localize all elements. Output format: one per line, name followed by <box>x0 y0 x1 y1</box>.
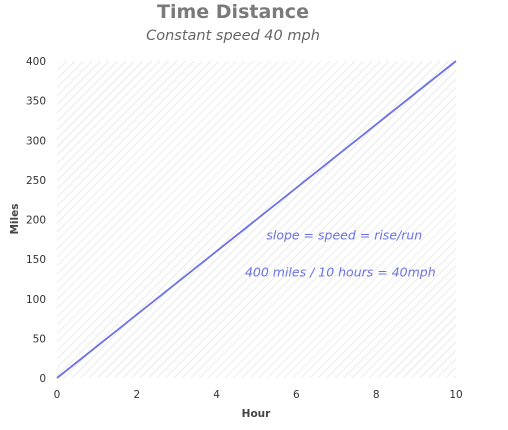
y-tick-label: 50 <box>33 333 46 345</box>
chart-title: Time Distance <box>157 1 309 23</box>
y-tick-label: 300 <box>26 135 46 147</box>
x-tick-label: 0 <box>54 389 61 401</box>
x-axis-label: Hour <box>242 408 271 420</box>
annotation-layer: slope = speed = rise/run 400 miles / 10 h… <box>245 227 436 279</box>
x-tick-label: 4 <box>213 389 220 401</box>
y-tick-label: 150 <box>26 254 46 266</box>
annotation-text: slope = speed = rise/run <box>266 227 422 242</box>
y-tick-label: 400 <box>26 56 46 68</box>
x-tick-label: 10 <box>449 389 462 401</box>
y-tick-label: 100 <box>26 294 46 306</box>
y-axis-label: Miles <box>9 203 21 234</box>
y-axis-ticks: 0 50 100 150 200 250 300 350 400 <box>26 56 46 385</box>
x-tick-label: 2 <box>133 389 140 401</box>
y-tick-label: 0 <box>39 373 46 385</box>
chart-subtitle: Constant speed 40 mph <box>146 28 320 44</box>
x-axis-ticks: 0 2 4 6 8 10 <box>54 389 463 401</box>
x-tick-label: 6 <box>293 389 300 401</box>
y-tick-label: 200 <box>26 215 46 227</box>
series-line <box>56 60 457 379</box>
x-tick-label: 8 <box>373 389 380 401</box>
series-layer <box>56 60 457 379</box>
y-tick-label: 350 <box>26 96 46 108</box>
annotation-text: 400 miles / 10 hours = 40mph <box>245 265 436 280</box>
y-tick-label: 250 <box>26 175 46 187</box>
